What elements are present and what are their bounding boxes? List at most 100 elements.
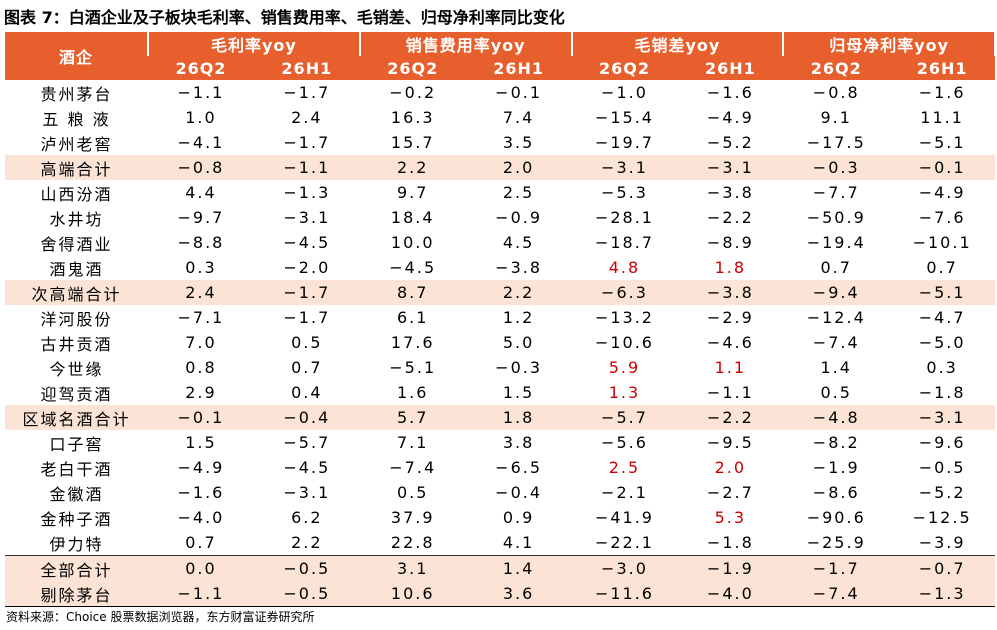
group-header: 毛利率yoy bbox=[147, 32, 361, 56]
value-cell: −0.4 bbox=[495, 483, 543, 502]
row-label: 五 粮 液 bbox=[42, 109, 111, 129]
value-cell: −0.1 bbox=[148, 405, 254, 430]
value-cell: −3.8 bbox=[495, 258, 543, 277]
value-cell: 3.6 bbox=[465, 581, 572, 607]
value-cell: −5.1 bbox=[389, 358, 437, 377]
value-cell: −19.7 bbox=[594, 133, 654, 152]
value-cell: 18.4 bbox=[390, 208, 435, 227]
value-cell: 0.3 bbox=[926, 358, 958, 377]
value-cell: −4.5 bbox=[283, 458, 331, 477]
value-cell: −1.1 bbox=[706, 383, 754, 402]
value-cell: 2.4 bbox=[291, 108, 323, 127]
value-cell: −9.7 bbox=[177, 208, 225, 227]
value-cell: 3.1 bbox=[359, 555, 466, 581]
value-cell: 4.1 bbox=[502, 533, 535, 552]
value-cell: −2.0 bbox=[283, 258, 331, 277]
value-cell: −3.1 bbox=[571, 155, 678, 180]
value-cell: −17.5 bbox=[806, 133, 866, 152]
value-cell: −5.2 bbox=[706, 133, 754, 152]
value-cell: −6.5 bbox=[495, 458, 543, 477]
value-cell: 9.7 bbox=[396, 183, 429, 202]
value-cell: 7.0 bbox=[185, 333, 217, 352]
row-label: 泸州老窖 bbox=[40, 134, 113, 154]
table-row: 伊力特 0.7 2.2 22.8 4.1 −22.1 −1.8 −25.9 −3.9 bbox=[5, 530, 995, 556]
value-cell: −1.3 bbox=[283, 183, 331, 202]
row-label: 高端合计 bbox=[5, 155, 148, 180]
table-row: 老白干酒 −4.9 −4.5 −7.4 −6.5 2.5 2.0 −1.9 −0.5 bbox=[5, 455, 995, 480]
value-cell: −8.2 bbox=[812, 433, 860, 452]
value-cell: −1.7 bbox=[783, 555, 890, 581]
value-cell: −4.9 bbox=[706, 108, 754, 127]
row-label: 区域名酒合计 bbox=[5, 405, 148, 430]
period-header: 26H1 bbox=[677, 56, 784, 80]
value-cell: 2.0 bbox=[714, 458, 747, 477]
value-cell: 0.7 bbox=[820, 258, 852, 277]
table-row: 金徽酒 −1.6 −3.1 0.5 −0.4 −2.1 −2.7 −8.6 −5.2 bbox=[5, 480, 995, 505]
value-cell: −1.7 bbox=[283, 133, 331, 152]
value-cell: 7.1 bbox=[396, 433, 429, 452]
value-cell: 0.5 bbox=[291, 333, 323, 352]
row-label: 舍得酒业 bbox=[40, 234, 113, 254]
value-cell: 1.8 bbox=[714, 258, 747, 277]
row-label: 山西汾酒 bbox=[40, 184, 113, 204]
value-cell: −0.7 bbox=[889, 555, 996, 581]
value-cell: −5.1 bbox=[918, 133, 966, 152]
table-row: 区域名酒合计 −0.1 −0.4 5.7 1.8 −5.7 −2.2 −4.8 −3.1 bbox=[5, 405, 996, 430]
value-cell: −0.5 bbox=[253, 555, 360, 581]
value-cell: 7.4 bbox=[502, 108, 535, 127]
value-cell: 4.8 bbox=[608, 258, 641, 277]
value-cell: −3.9 bbox=[918, 533, 966, 552]
value-cell: −4.0 bbox=[177, 508, 225, 527]
value-cell: −9.4 bbox=[783, 280, 890, 305]
value-cell: 3.5 bbox=[502, 133, 535, 152]
row-label: 次高端合计 bbox=[5, 280, 148, 305]
value-cell: 1.4 bbox=[820, 358, 852, 377]
value-cell: −22.1 bbox=[594, 533, 654, 552]
value-cell: −0.9 bbox=[495, 208, 543, 227]
table-row: 今世缘 0.8 0.7 −5.1 −0.3 5.9 1.1 1.4 0.3 bbox=[5, 355, 995, 380]
value-cell: −3.0 bbox=[571, 555, 678, 581]
value-cell: −9.6 bbox=[918, 433, 966, 452]
value-cell: −3.8 bbox=[677, 280, 784, 305]
value-cell: 1.8 bbox=[465, 405, 572, 430]
value-cell: 9.1 bbox=[820, 108, 852, 127]
value-cell: 5.0 bbox=[502, 333, 535, 352]
table-row: 泸州老窖 −4.1 −1.7 15.7 3.5 −19.7 −5.2 −17.5 −5.1 bbox=[5, 130, 995, 155]
period-header: 26Q2 bbox=[571, 56, 678, 80]
value-cell: 1.5 bbox=[185, 433, 217, 452]
value-cell: 1.1 bbox=[714, 358, 747, 377]
value-cell: 0.5 bbox=[820, 383, 852, 402]
value-cell: −4.8 bbox=[783, 405, 890, 430]
row-label: 贵州茅台 bbox=[40, 84, 113, 104]
value-cell: −0.1 bbox=[889, 155, 996, 180]
table-row: 次高端合计 2.4 −1.7 8.7 2.2 −6.3 −3.8 −9.4 −5.1 bbox=[5, 280, 996, 305]
value-cell: 1.2 bbox=[502, 308, 535, 327]
title: 图表 7：白酒企业及子板块毛利率、销售费用率、毛销差、归母净利率同比变化 bbox=[4, 8, 565, 27]
value-cell: −1.6 bbox=[177, 483, 225, 502]
value-cell: −4.6 bbox=[706, 333, 754, 352]
value-cell: −12.4 bbox=[806, 308, 866, 327]
value-cell: −8.8 bbox=[177, 233, 225, 252]
value-cell: −18.7 bbox=[594, 233, 654, 252]
value-cell: 0.0 bbox=[148, 555, 254, 581]
value-cell: −2.9 bbox=[706, 308, 754, 327]
row-label: 全部合计 bbox=[5, 555, 148, 581]
source-note: 资料来源：Choice 股票数据浏览器，东方财富证券研究所 bbox=[6, 610, 315, 624]
value-cell: −4.9 bbox=[177, 458, 225, 477]
value-cell: 2.2 bbox=[465, 280, 572, 305]
value-cell: 6.2 bbox=[291, 508, 323, 527]
value-cell: −0.3 bbox=[495, 358, 543, 377]
value-cell: −13.2 bbox=[594, 308, 654, 327]
period-header: 26H1 bbox=[889, 56, 996, 80]
value-cell: −7.6 bbox=[918, 208, 966, 227]
value-cell: 1.5 bbox=[502, 383, 535, 402]
value-cell: −4.7 bbox=[918, 308, 966, 327]
value-cell: 0.7 bbox=[291, 358, 323, 377]
period-header: 26Q2 bbox=[148, 56, 254, 80]
value-cell: −2.1 bbox=[601, 483, 648, 502]
value-cell: −2.2 bbox=[677, 405, 784, 430]
value-cell: 15.7 bbox=[390, 133, 435, 152]
value-cell: 4.5 bbox=[502, 233, 535, 252]
value-cell: −41.9 bbox=[594, 508, 654, 527]
value-cell: −4.9 bbox=[918, 183, 966, 202]
